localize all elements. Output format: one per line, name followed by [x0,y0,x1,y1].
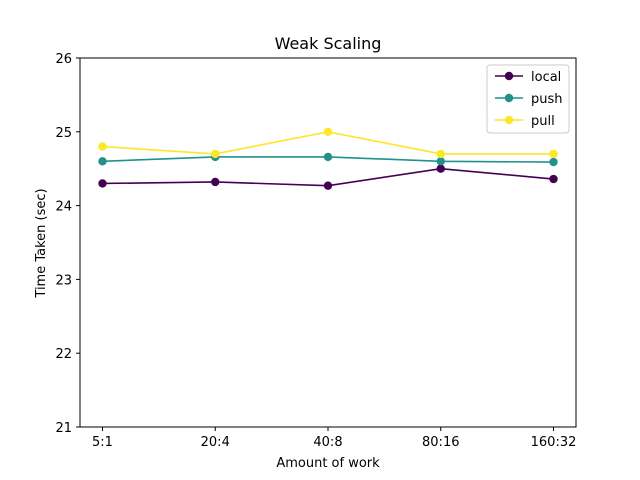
y-tick-label: 22 [55,347,72,362]
data-point-push [323,152,333,162]
data-point-local [98,179,107,188]
y-tick-label: 23 [55,273,72,288]
legend-swatch-marker [504,115,514,125]
series-pull [98,127,558,159]
legend: local push pull [486,64,570,134]
y-tick-label: 26 [55,52,72,67]
chart-title: Weak Scaling [275,34,382,53]
plot-frame [79,57,577,428]
legend-box [486,64,570,134]
x-tick-label: 80:16 [422,435,459,450]
y-tick-label: 21 [55,421,72,436]
data-point-local [549,174,558,184]
data-point-local [211,177,220,187]
data-point-pull [98,142,107,151]
data-point-push [98,157,107,166]
legend-label-local: local [531,70,561,85]
legend-label-pull: pull [531,114,555,129]
data-point-pull [211,149,220,159]
data-point-local [323,181,333,190]
x-tick-label: 5:1 [92,435,113,450]
data-point-local [436,164,445,173]
data-point-push [436,157,445,166]
y-tick-label: 24 [55,200,72,215]
x-tick-label: 40:8 [313,435,342,450]
legend-swatch-marker [504,71,514,81]
x-tick-label: 160:32 [531,435,577,450]
legend-label-push: push [531,92,563,107]
data-point-pull [323,127,333,136]
y-tick-label: 25 [55,126,72,141]
x-axis-title: Amount of work [276,456,380,471]
legend-swatch-marker [504,93,514,103]
series-local [98,164,558,190]
data-point-pull [549,149,558,159]
ticks-layer: 5:1 20:4 40:8 80:16 160:32 21 22 23 24 25 26 [55,52,576,450]
series-layer [98,127,558,190]
y-axis-title: Time Taken (sec) [34,188,49,298]
data-point-push [549,157,558,167]
x-tick-label: 20:4 [201,435,230,450]
data-point-pull [436,149,445,159]
